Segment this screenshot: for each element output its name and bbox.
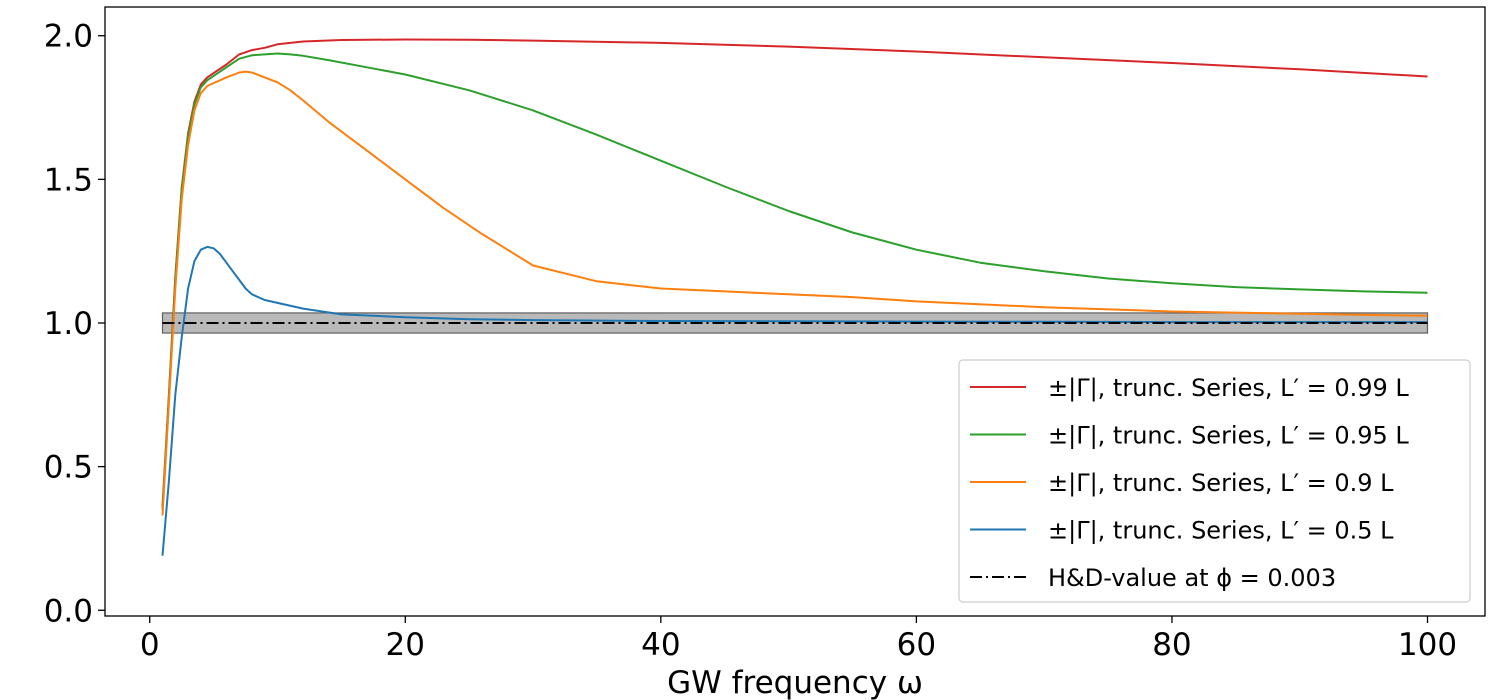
y-axis-ticks: 0.0 0.5 1.0 1.5 2.0 — [44, 19, 105, 629]
x-tick-label: 40 — [641, 627, 680, 663]
legend: ±|Γ|, trunc. Series, L′ = 0.99 L ±|Γ|, tr… — [958, 359, 1471, 603]
x-tick-label: 100 — [1398, 627, 1457, 663]
legend-label: ±|Γ|, trunc. Series, L′ = 0.5 L — [1048, 517, 1394, 545]
series-line-2 — [161, 70, 1428, 516]
series-line-1 — [161, 52, 1428, 510]
y-tick-label: 1.0 — [44, 306, 93, 342]
legend-label: ±|Γ|, trunc. Series, L′ = 0.95 L — [1048, 422, 1409, 450]
x-axis-label: GW frequency ω — [667, 665, 923, 700]
plot-frame — [104, 6, 1486, 617]
y-tick-label: 1.5 — [44, 162, 93, 198]
y-tick-label: 2.0 — [44, 19, 93, 55]
x-tick-label: 0 — [140, 627, 160, 663]
x-tick-label: 60 — [897, 627, 936, 663]
series-layer — [161, 38, 1428, 556]
y-tick-label: 0.0 — [44, 593, 93, 629]
x-tick-label: 80 — [1152, 627, 1191, 663]
series-line-3 — [161, 245, 1428, 556]
x-tick-label: 20 — [386, 627, 425, 663]
y-tick-label: 0.5 — [44, 450, 93, 486]
legend-box — [958, 359, 1471, 603]
legend-label: ±|Γ|, trunc. Series, L′ = 0.99 L — [1048, 374, 1409, 402]
legend-label: ±|Γ|, trunc. Series, L′ = 0.9 L — [1048, 469, 1394, 497]
x-axis-ticks: 0 20 40 60 80 100 — [140, 616, 1457, 663]
legend-label: H&D-value at ϕ = 0.003 — [1048, 564, 1336, 592]
